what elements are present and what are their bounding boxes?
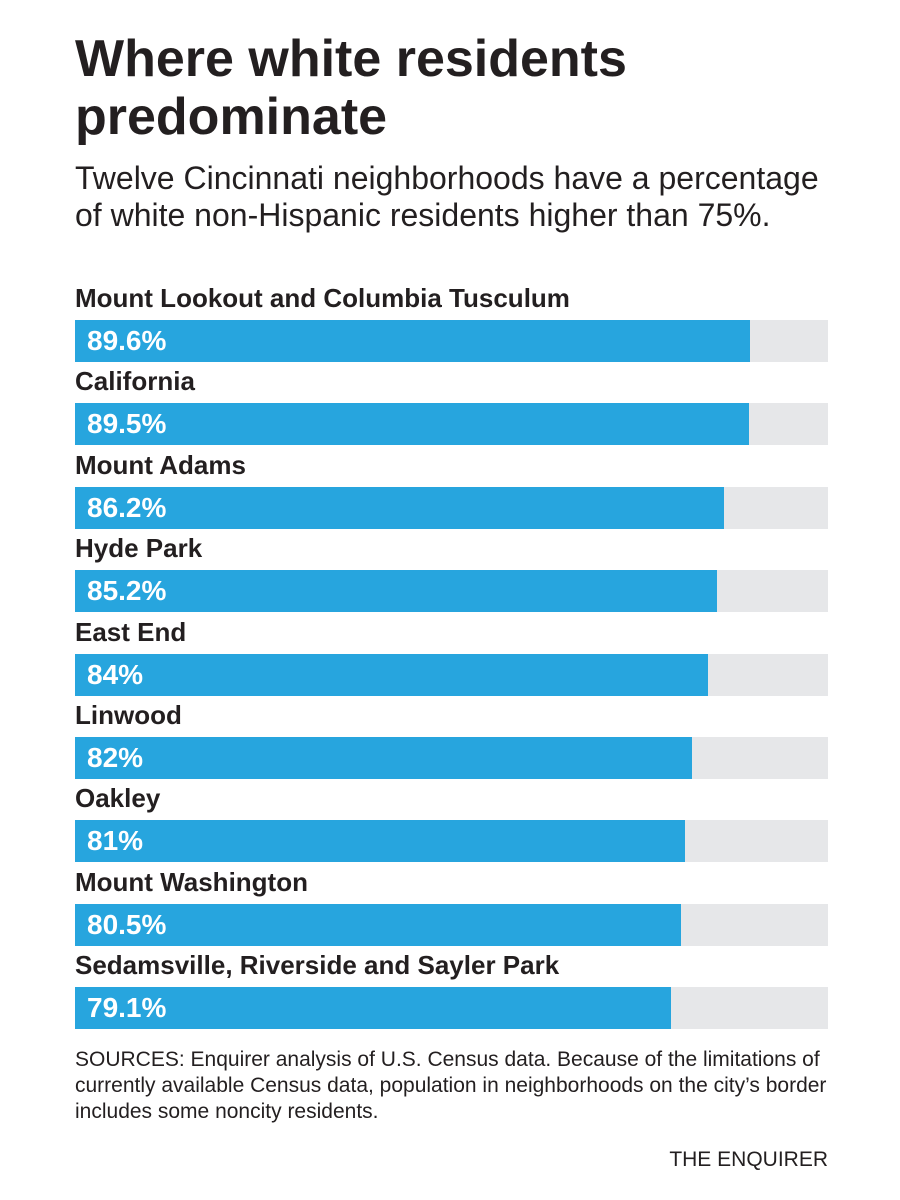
value-label: 81%: [87, 825, 144, 857]
source-note: SOURCES: Enquirer analysis of U.S. Censu…: [75, 1048, 827, 1123]
value-label: 79.1%: [87, 992, 167, 1024]
value-label: 80.5%: [87, 908, 167, 940]
value-label: 85.2%: [87, 575, 167, 607]
value-label: 89.6%: [87, 325, 167, 356]
category-label: Mount Lookout and Columbia Tusculum: [75, 283, 570, 313]
credit: THE ENQUIRER: [669, 1148, 828, 1171]
bar: [75, 820, 685, 863]
category-label: Sedamsville, Riverside and Sayler Park: [75, 950, 560, 981]
value-label: 84%: [87, 658, 144, 690]
category-label: California: [75, 366, 195, 397]
bar: [75, 570, 717, 613]
bar: [75, 403, 749, 446]
bar: [75, 903, 682, 946]
bar: [75, 320, 750, 362]
value-label: 82%: [87, 742, 144, 773]
chart-subtitle: Twelve Cincinnati neighborhoods have a p…: [75, 160, 819, 233]
value-label: 89.5%: [87, 408, 167, 440]
category-label: Mount Washington: [75, 866, 308, 897]
category-label: Hyde Park: [75, 533, 203, 564]
chart-title: Where white residents predominate: [75, 30, 627, 146]
category-label: Oakley: [75, 783, 161, 814]
bar: [75, 737, 693, 779]
category-label: Linwood: [75, 700, 182, 730]
bar: [75, 653, 708, 696]
value-label: 86.2%: [87, 491, 167, 523]
category-label: East End: [75, 616, 187, 647]
bar: [75, 486, 725, 529]
bar: [75, 987, 671, 1030]
category-label: Mount Adams: [75, 449, 246, 480]
